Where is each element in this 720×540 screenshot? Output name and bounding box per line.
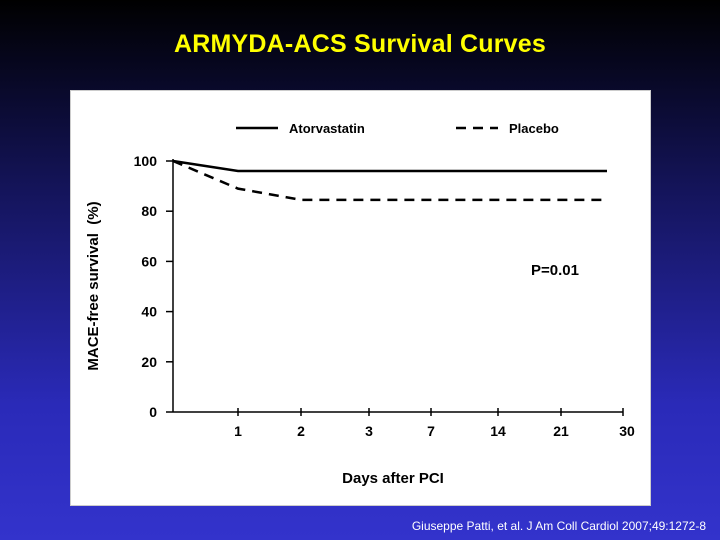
series-line-atorvastatin <box>172 159 607 173</box>
x-tick-label: 30 <box>619 423 635 439</box>
x-tick-label: 1 <box>234 423 242 439</box>
legend-label-placebo: Placebo <box>509 121 559 136</box>
y-tick-label: 100 <box>134 153 158 169</box>
y-tick-label: 20 <box>141 354 157 370</box>
legend-label-atorvastatin: Atorvastatin <box>289 121 365 136</box>
y-tick-label: 40 <box>141 304 157 320</box>
series-group <box>172 159 607 202</box>
x-tick-label: 14 <box>490 423 506 439</box>
x-tick-label: 21 <box>553 423 569 439</box>
y-axis: 0 20 40 60 80 100 <box>134 153 174 420</box>
x-axis-label: Days after PCI <box>342 470 444 487</box>
series-line-placebo <box>172 159 607 202</box>
slide-title: ARMYDA-ACS Survival Curves <box>174 30 546 58</box>
y-tick-label: 60 <box>141 253 157 269</box>
x-tick-label: 7 <box>427 423 435 439</box>
x-tick-label: 3 <box>365 423 373 439</box>
x-tick-label: 2 <box>297 423 305 439</box>
y-tick-label: 0 <box>149 404 157 420</box>
citation: Giuseppe Patti, et al. J Am Coll Cardiol… <box>411 519 706 533</box>
p-value-annotation: P=0.01 <box>531 262 579 279</box>
legend: Atorvastatin Placebo <box>236 121 559 136</box>
x-axis: 1 2 3 7 14 21 30 <box>173 408 635 439</box>
y-axis-label: MACE-free survival (%) <box>85 201 102 370</box>
y-tick-label: 80 <box>141 203 157 219</box>
survival-chart: Atorvastatin Placebo 0 20 40 60 80 100 1 2 3 7 14 2… <box>85 121 635 487</box>
chart-panel: Atorvastatin Placebo 0 20 40 60 80 100 1 2 3 7 14 2… <box>70 90 651 506</box>
